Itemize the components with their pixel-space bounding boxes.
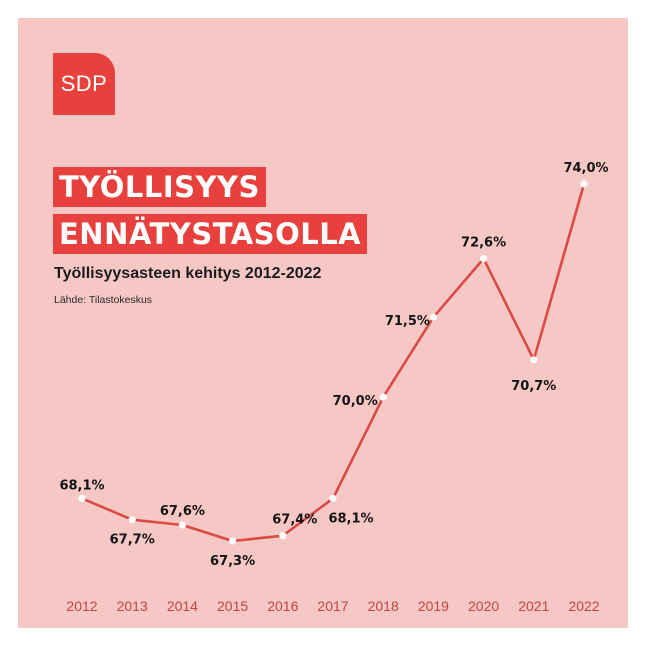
sdp-logo: SDP	[53, 53, 115, 115]
x-tick-2018: 2018	[368, 598, 399, 614]
x-tick-2015: 2015	[217, 598, 248, 614]
data-point-2021	[530, 356, 538, 364]
x-tick-2021: 2021	[518, 598, 549, 614]
x-tick-2016: 2016	[267, 598, 298, 614]
x-tick-2019: 2019	[418, 598, 449, 614]
chart-panel	[18, 18, 628, 628]
data-label-2012: 68,1%	[59, 478, 104, 493]
data-label-2019: 71,5%	[385, 314, 430, 329]
data-label-2014: 67,6%	[160, 504, 205, 519]
data-point-2013	[128, 516, 136, 524]
data-label-2015: 67,3%	[210, 554, 255, 569]
data-point-2014	[178, 521, 186, 529]
headline-line-2: ENNÄTYSTASOLLA	[53, 214, 368, 254]
x-tick-2014: 2014	[167, 598, 198, 614]
data-point-2018	[379, 393, 387, 401]
data-point-2015	[229, 537, 237, 545]
data-label-2017: 68,1%	[328, 511, 373, 526]
data-label-2020: 72,6%	[461, 236, 506, 251]
x-tick-2017: 2017	[317, 598, 348, 614]
data-point-2019	[429, 313, 437, 321]
x-tick-2022: 2022	[568, 598, 599, 614]
headline-line-1: TYÖLLISYYS	[53, 167, 266, 207]
data-point-2020	[480, 254, 488, 263]
data-label-2013: 67,7%	[110, 533, 155, 548]
series-line	[81, 183, 586, 543]
chart-subtitle: Työllisyysasteen kehitys 2012-2022	[54, 265, 322, 282]
data-point-2017	[329, 494, 337, 502]
data-point-2022	[580, 180, 588, 188]
data-point-2016	[279, 532, 287, 540]
data-label-2016: 67,4%	[272, 513, 317, 528]
x-tick-2020: 2020	[468, 598, 499, 614]
data-label-2022: 74,0%	[563, 161, 608, 176]
data-label-2018: 70,0%	[333, 394, 378, 409]
data-label-2021: 70,7%	[511, 379, 556, 394]
x-tick-2012: 2012	[66, 598, 97, 614]
data-point-2012	[78, 494, 86, 502]
x-tick-2013: 2013	[117, 598, 148, 614]
source-note: Lähde: Tilastokeskus	[54, 294, 153, 306]
